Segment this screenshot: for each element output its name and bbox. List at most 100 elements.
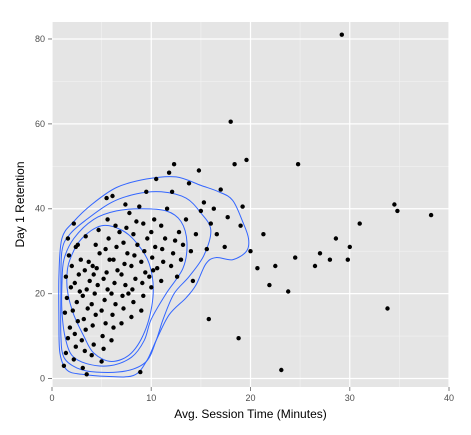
data-point — [333, 236, 339, 241]
data-point — [137, 204, 142, 209]
data-point — [61, 363, 67, 368]
data-point — [135, 242, 140, 247]
data-point — [392, 202, 397, 207]
data-point — [124, 225, 129, 230]
data-point — [206, 316, 211, 322]
data-point — [92, 291, 97, 296]
data-point — [176, 229, 182, 235]
data-point — [78, 257, 84, 262]
data-point — [97, 251, 102, 256]
data-point — [99, 308, 104, 313]
data-point — [83, 234, 88, 239]
y-axis-title: Day 1 Retention — [13, 161, 27, 247]
data-point — [159, 223, 164, 228]
density-contour-4 — [58, 176, 250, 378]
data-point — [62, 310, 68, 315]
data-point — [113, 302, 118, 307]
data-point — [99, 359, 104, 364]
data-point — [174, 274, 180, 279]
x-tick-label: 10 — [146, 393, 156, 403]
y-tick-label: 60 — [35, 119, 45, 129]
data-point — [65, 336, 71, 341]
data-point — [327, 257, 333, 262]
data-point — [141, 293, 146, 298]
data-point — [395, 208, 400, 214]
x-tick-label: 40 — [444, 393, 454, 403]
data-point — [103, 246, 108, 252]
data-point — [111, 257, 116, 262]
data-point — [79, 338, 85, 343]
data-point — [109, 338, 114, 343]
data-point — [87, 278, 92, 284]
density-contour-1 — [66, 224, 154, 363]
data-point — [86, 259, 91, 264]
data-point — [85, 306, 90, 311]
data-point — [160, 246, 165, 252]
data-point — [81, 316, 87, 322]
data-point — [171, 162, 177, 167]
data-point — [155, 266, 160, 271]
data-point — [147, 274, 152, 279]
data-point — [83, 327, 88, 332]
data-point — [133, 276, 138, 281]
data-point — [140, 280, 145, 286]
data-point — [105, 217, 110, 222]
data-point — [201, 200, 207, 205]
density-contour-3 — [60, 191, 212, 373]
data-point — [131, 232, 136, 237]
data-point — [236, 336, 241, 341]
data-point — [127, 210, 132, 216]
data-point — [190, 278, 196, 284]
data-point — [65, 236, 71, 241]
data-point — [131, 299, 136, 305]
data-point — [93, 242, 98, 247]
data-point — [80, 293, 86, 298]
data-point — [279, 367, 284, 373]
data-point — [267, 282, 272, 288]
data-point — [188, 249, 194, 254]
data-point — [121, 306, 126, 311]
data-point — [72, 331, 78, 337]
x-axis-ticks: 0 10 20 30 40 — [49, 387, 454, 403]
y-tick-label: 40 — [35, 204, 45, 214]
data-point — [144, 189, 149, 194]
data-point — [139, 308, 144, 313]
data-point — [117, 229, 122, 235]
data-point — [152, 217, 157, 222]
data-point — [66, 253, 72, 258]
data-point — [428, 212, 434, 218]
data-point — [129, 263, 134, 269]
data-point — [214, 232, 219, 237]
data-point — [107, 257, 112, 262]
data-point — [75, 242, 81, 247]
data-point — [130, 287, 135, 292]
data-point — [208, 221, 213, 226]
data-point — [145, 236, 150, 241]
data-point — [115, 268, 120, 273]
data-point — [90, 263, 95, 269]
data-point — [120, 293, 125, 298]
data-point — [91, 272, 96, 277]
data-point — [150, 255, 155, 260]
data-point — [96, 227, 101, 233]
data-point — [106, 236, 111, 241]
data-point — [211, 206, 216, 211]
data-point — [198, 208, 204, 214]
data-point — [74, 299, 80, 305]
data-point — [261, 232, 266, 237]
data-point — [141, 221, 146, 226]
scatter-points — [61, 32, 434, 377]
data-point — [69, 263, 75, 269]
data-point — [111, 325, 116, 330]
major-gridlines — [51, 22, 450, 387]
data-point — [70, 308, 76, 313]
data-point — [101, 346, 106, 351]
data-point — [105, 287, 110, 292]
data-point — [101, 276, 106, 281]
x-tick-label: 0 — [49, 393, 54, 403]
data-point — [240, 204, 245, 209]
data-point — [149, 229, 154, 235]
data-point — [103, 321, 108, 326]
data-point — [293, 255, 298, 260]
